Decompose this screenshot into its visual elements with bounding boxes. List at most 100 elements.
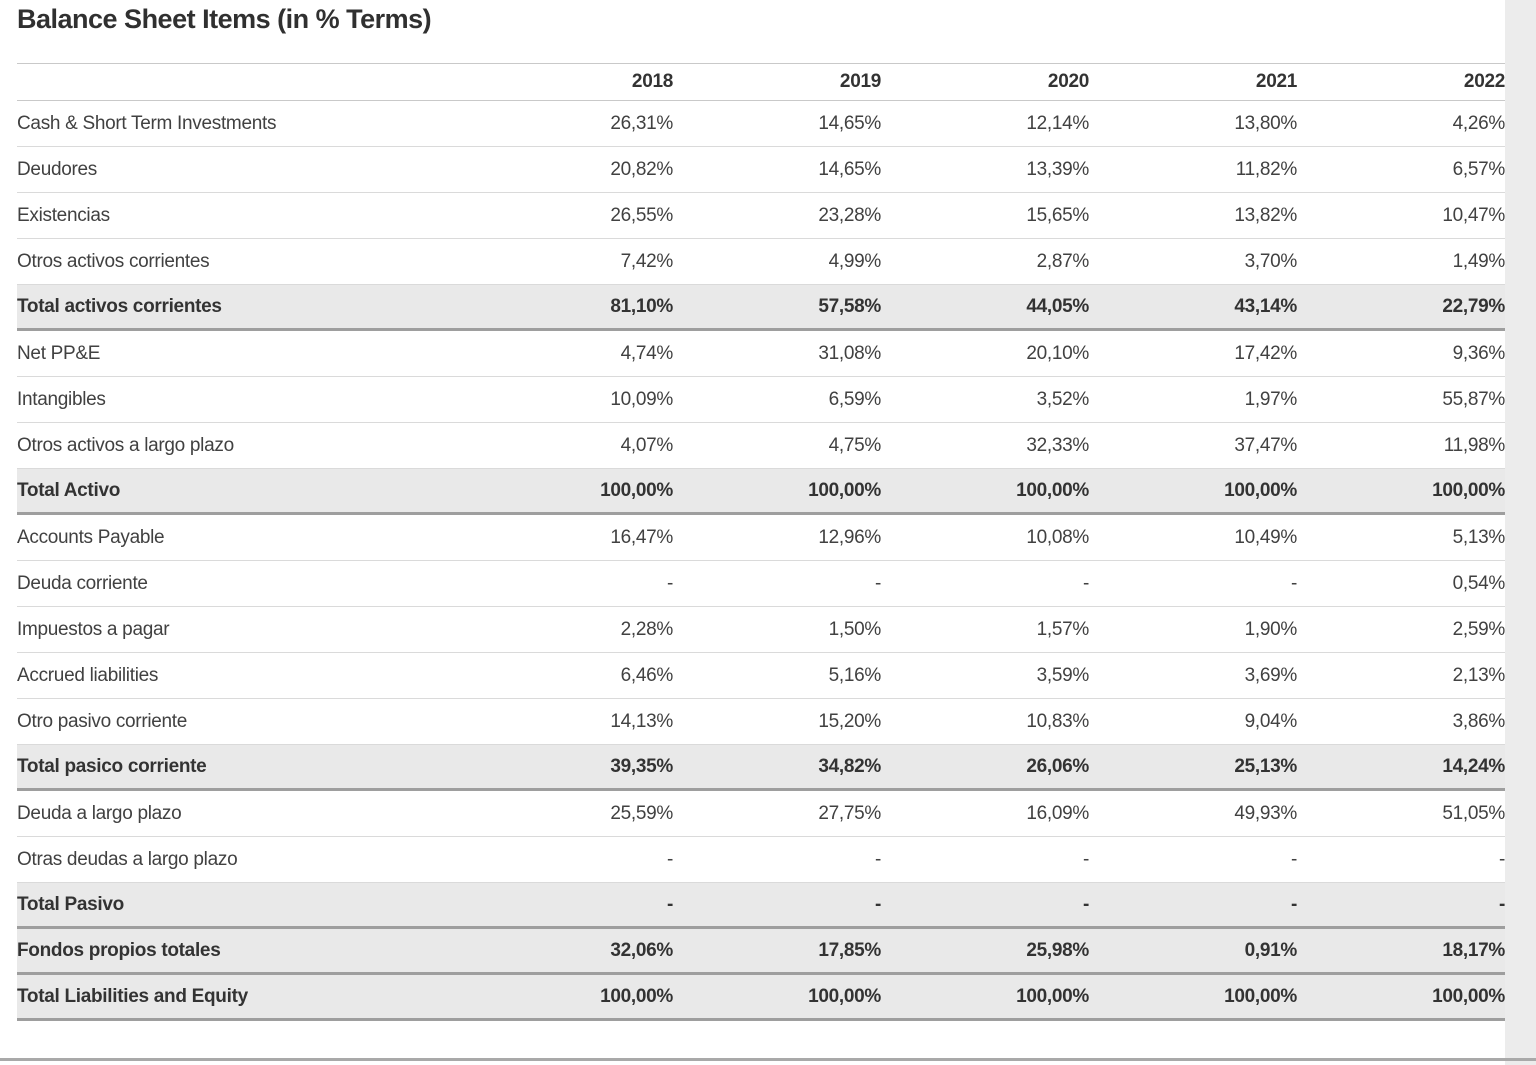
table-row: Deuda a largo plazo 25,59% 27,75% 16,09% 49,… <box>17 791 1505 837</box>
bottom-section-divider <box>0 1058 1536 1061</box>
value-cell: 13,80% <box>1234 112 1297 134</box>
row-label-text: Deuda corriente <box>17 572 148 594</box>
row-label: Otros activos a largo plazo <box>17 435 465 457</box>
value-cell: 2,28% <box>620 618 673 640</box>
value-cell: 16,09% <box>1026 802 1089 824</box>
value-cell: 100,00% <box>1432 479 1505 501</box>
value-cell: 12,96% <box>818 526 881 548</box>
row-label: Impuestos a pagar <box>17 619 465 641</box>
value-cell: 39,35% <box>610 755 673 777</box>
table-row: Total Pasivo - - - - - <box>17 883 1505 929</box>
value-cell: 17,42% <box>1234 342 1297 364</box>
row-label-text: Deudores <box>17 158 97 180</box>
table-row: Total pasico corriente 39,35% 34,82% 26,06%… <box>17 745 1505 791</box>
value-cell: - <box>1082 572 1089 594</box>
table-row: Total Activo 100,00% 100,00% 100,00% 100,00%… <box>17 469 1505 515</box>
value-cell: 4,07% <box>620 434 673 456</box>
row-label: Total Activo <box>17 480 465 502</box>
row-label: Deuda a largo plazo <box>17 803 465 825</box>
value-cell: 0,91% <box>1244 939 1297 961</box>
value-cell: 100,00% <box>1016 985 1089 1007</box>
value-cell: 1,49% <box>1452 250 1505 272</box>
value-cell: - <box>1082 848 1089 870</box>
row-label-text: Otro pasivo corriente <box>17 710 188 732</box>
row-label-text: Total Activo <box>17 479 121 501</box>
table-row: Accounts Payable 16,47% 12,96% 10,08% 10,49%… <box>17 515 1505 561</box>
row-label: Net PP&E <box>17 342 465 365</box>
value-cell: 16,47% <box>610 526 673 548</box>
value-cell: 10,49% <box>1234 526 1297 548</box>
value-cell: 0,54% <box>1452 572 1505 594</box>
table-row: Impuestos a pagar 2,28% 1,50% 1,57% 1,90% 2,5… <box>17 607 1505 653</box>
row-label: Deudores <box>17 159 465 181</box>
value-cell: 13,82% <box>1234 204 1297 226</box>
value-cell: 31,08% <box>818 342 881 364</box>
table-row: Deudores 20,82% 14,65% 13,39% 11,82% 6,57% <box>17 147 1505 193</box>
row-label-text: Total pasico corriente <box>17 755 207 777</box>
value-cell: 100,00% <box>1432 985 1505 1007</box>
row-label: Intangibles <box>17 389 465 411</box>
value-cell: 3,86% <box>1452 710 1505 732</box>
value-cell: 37,47% <box>1234 434 1297 456</box>
value-cell: 25,59% <box>610 802 673 824</box>
col-header-2018: 2018 <box>631 71 673 92</box>
value-cell: - <box>874 572 881 594</box>
table-row: Otros activos a largo plazo 4,07% 4,75% 32,… <box>17 423 1505 469</box>
page-title: Balance Sheet Items (in % Terms) <box>17 4 432 34</box>
row-label-text: Fondos propios totales <box>17 939 221 961</box>
value-cell: 9,36% <box>1452 342 1505 364</box>
value-cell: 27,75% <box>818 802 881 824</box>
col-header-2021: 2021 <box>1255 71 1297 92</box>
row-label: Otros activos corrientes <box>17 251 465 273</box>
value-cell: 49,93% <box>1234 802 1297 824</box>
table-row: Total activos corrientes 81,10% 57,58% 44,0… <box>17 285 1505 331</box>
value-cell: 4,74% <box>620 342 673 364</box>
value-cell: - <box>1290 572 1297 594</box>
value-cell: 6,46% <box>620 664 673 686</box>
value-cell: 5,13% <box>1452 526 1505 548</box>
value-cell: - <box>666 572 673 594</box>
value-cell: - <box>1498 848 1505 870</box>
value-cell: 3,59% <box>1036 664 1089 686</box>
value-cell: 51,05% <box>1442 802 1505 824</box>
row-label: Cash & Short Term Investments <box>17 113 465 135</box>
col-header-2020: 2020 <box>1047 71 1089 92</box>
value-cell: 44,05% <box>1026 295 1089 317</box>
value-cell: 10,83% <box>1026 710 1089 732</box>
table-row: Total Liabilities and Equity 100,00% 100,0… <box>17 975 1505 1021</box>
row-label: Total pasico corriente <box>17 756 465 778</box>
value-cell: 81,10% <box>610 295 673 317</box>
row-label-text: Impuestos a pagar <box>17 618 170 640</box>
row-label-term[interactable]: Net PP&E <box>17 342 100 365</box>
value-cell: - <box>874 893 881 915</box>
row-label: Existencias <box>17 205 465 227</box>
row-label-text: Accounts Payable <box>17 526 165 548</box>
value-cell: 3,52% <box>1036 388 1089 410</box>
table-row: Deuda corriente - - - - 0,54% <box>17 561 1505 607</box>
value-cell: 1,57% <box>1036 618 1089 640</box>
value-cell: 9,04% <box>1244 710 1297 732</box>
value-cell: - <box>874 848 881 870</box>
value-cell: 10,09% <box>610 388 673 410</box>
table-row: Otras deudas a largo plazo - - - - - <box>17 837 1505 883</box>
row-label: Total activos corrientes <box>17 296 465 318</box>
value-cell: 1,50% <box>828 618 881 640</box>
value-cell: 13,39% <box>1026 158 1089 180</box>
right-gutter <box>1505 0 1536 1065</box>
value-cell: - <box>1498 893 1505 915</box>
value-cell: 18,17% <box>1442 939 1505 961</box>
value-cell: 4,75% <box>828 434 881 456</box>
table-header-row: 2018 2019 2020 2021 2022 <box>17 63 1505 101</box>
value-cell: 100,00% <box>1224 985 1297 1007</box>
value-cell: 57,58% <box>818 295 881 317</box>
value-cell: 32,06% <box>610 939 673 961</box>
table-row: Fondos propios totales 32,06% 17,85% 25,98%… <box>17 929 1505 975</box>
value-cell: 20,10% <box>1026 342 1089 364</box>
value-cell: 6,57% <box>1452 158 1505 180</box>
row-label-text: Intangibles <box>17 388 106 410</box>
row-label-text: Total Pasivo <box>17 893 124 915</box>
row-label: Fondos propios totales <box>17 940 465 962</box>
row-label-text: Existencias <box>17 204 110 226</box>
row-label: Deuda corriente <box>17 573 465 595</box>
row-label: Accounts Payable <box>17 527 465 549</box>
